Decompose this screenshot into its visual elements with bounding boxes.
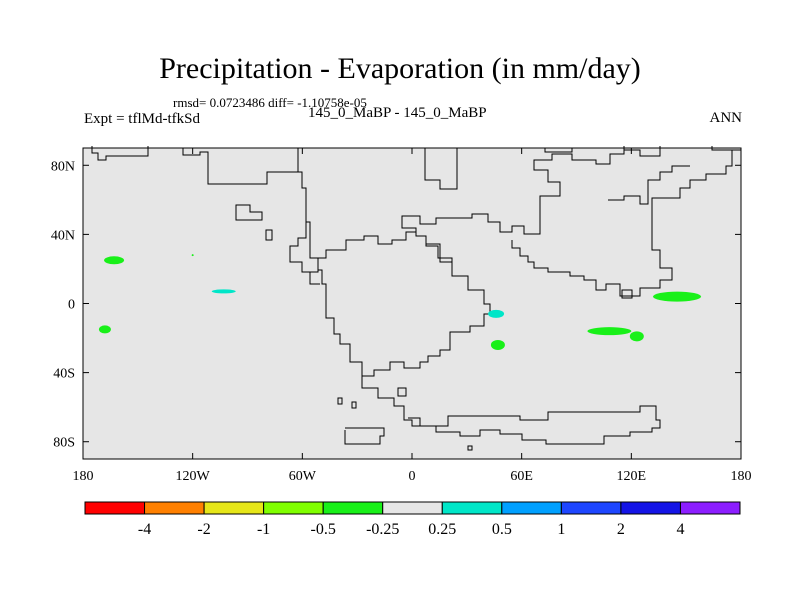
colorbar-label: 1 bbox=[557, 521, 565, 538]
coastline-antarctic-left bbox=[344, 427, 385, 445]
plot-area bbox=[82, 147, 742, 460]
x-tick-label: 0 bbox=[409, 469, 416, 484]
coastline-arctic-center bbox=[182, 148, 299, 185]
colorbar: -4 -2 -1 -0.5 -0.25 0.25 0.5 1 2 4 bbox=[84, 501, 741, 538]
chart-subtitle: rmsd= 0.0723486 diff= -1.10758e-05 bbox=[173, 95, 367, 110]
colorbar-label: -0.5 bbox=[311, 521, 336, 538]
colorbar-swatch bbox=[203, 501, 265, 515]
coastline-north-america bbox=[289, 222, 416, 273]
colorbar-swatch bbox=[84, 501, 146, 515]
y-tick-label: 40S bbox=[53, 367, 75, 382]
coastline-eurasia-south bbox=[511, 149, 741, 297]
anomaly-region bbox=[98, 325, 111, 334]
coastline-arctic-left bbox=[91, 146, 149, 161]
x-tick-label: 120E bbox=[617, 469, 647, 484]
colorbar-swatch bbox=[382, 501, 443, 515]
colorbar-label: 2 bbox=[617, 521, 625, 538]
anomaly-region bbox=[211, 289, 236, 294]
anomaly-region bbox=[629, 331, 644, 342]
colorbar-swatch bbox=[441, 501, 503, 515]
colorbar-label: 0.5 bbox=[492, 521, 512, 538]
y-tick-label: 40N bbox=[51, 228, 75, 243]
colorbar-swatch bbox=[679, 501, 741, 515]
coastline-small-island bbox=[621, 289, 633, 299]
anomaly-region bbox=[191, 254, 194, 257]
anomaly-region bbox=[653, 291, 702, 302]
experiment-label: Expt = tflMd-tfkSd bbox=[84, 111, 200, 127]
x-tick-label: 180 bbox=[731, 469, 752, 484]
x-tick-label: 60E bbox=[510, 469, 533, 484]
axis-labels: 180 120W 60W 0 60E 120E 180 80N 40N 0 40S 80S bbox=[51, 159, 752, 484]
coastlines bbox=[91, 146, 741, 451]
coastline-east-asia-inner bbox=[608, 165, 690, 205]
anomaly-shapes bbox=[98, 254, 702, 350]
y-tick-label: 0 bbox=[68, 298, 75, 313]
coastline-gondwana-south bbox=[361, 376, 661, 445]
coastline-tethys-north bbox=[425, 236, 453, 262]
anomaly-region bbox=[488, 309, 505, 318]
axis-ticks bbox=[82, 148, 742, 459]
colorbar-swatch bbox=[263, 501, 324, 515]
colorbar-swatch bbox=[501, 501, 562, 515]
period-label: 145_0_MaBP - 145_0_MaBP bbox=[308, 105, 487, 121]
coastline-west-islands bbox=[235, 204, 273, 241]
colorbar-swatch bbox=[144, 501, 205, 515]
colorbar-label: -0.25 bbox=[366, 521, 399, 538]
coastline-east-asia bbox=[623, 146, 661, 157]
anomaly-region bbox=[587, 327, 632, 336]
anomaly-region bbox=[104, 256, 125, 265]
colorbar-label: -4 bbox=[138, 521, 151, 538]
colorbar-label: 0.25 bbox=[428, 521, 456, 538]
colorbar-swatch bbox=[322, 501, 384, 515]
colorbar-swatch bbox=[620, 501, 681, 515]
chart-title: Precipitation - Evaporation (in mm/day) bbox=[159, 52, 641, 85]
colorbar-label: 4 bbox=[676, 521, 684, 538]
coastline-arctic-right bbox=[424, 148, 458, 190]
y-tick-label: 80N bbox=[51, 159, 75, 174]
x-tick-label: 60W bbox=[289, 469, 317, 484]
x-tick-label: 180 bbox=[73, 469, 94, 484]
coastline-small-islands-south bbox=[337, 387, 473, 451]
coastline-arctic-far-right bbox=[544, 146, 741, 153]
x-tick-label: 120W bbox=[176, 469, 211, 484]
colorbar-swatch bbox=[560, 501, 622, 515]
anomaly-region bbox=[490, 339, 505, 350]
coastline-supercontinent bbox=[297, 146, 625, 377]
y-tick-label: 80S bbox=[53, 436, 75, 451]
coastline-west-coast bbox=[309, 258, 320, 285]
colorbar-label: -2 bbox=[197, 521, 210, 538]
season-label: ANN bbox=[709, 110, 743, 126]
colorbar-label: -1 bbox=[257, 521, 270, 538]
